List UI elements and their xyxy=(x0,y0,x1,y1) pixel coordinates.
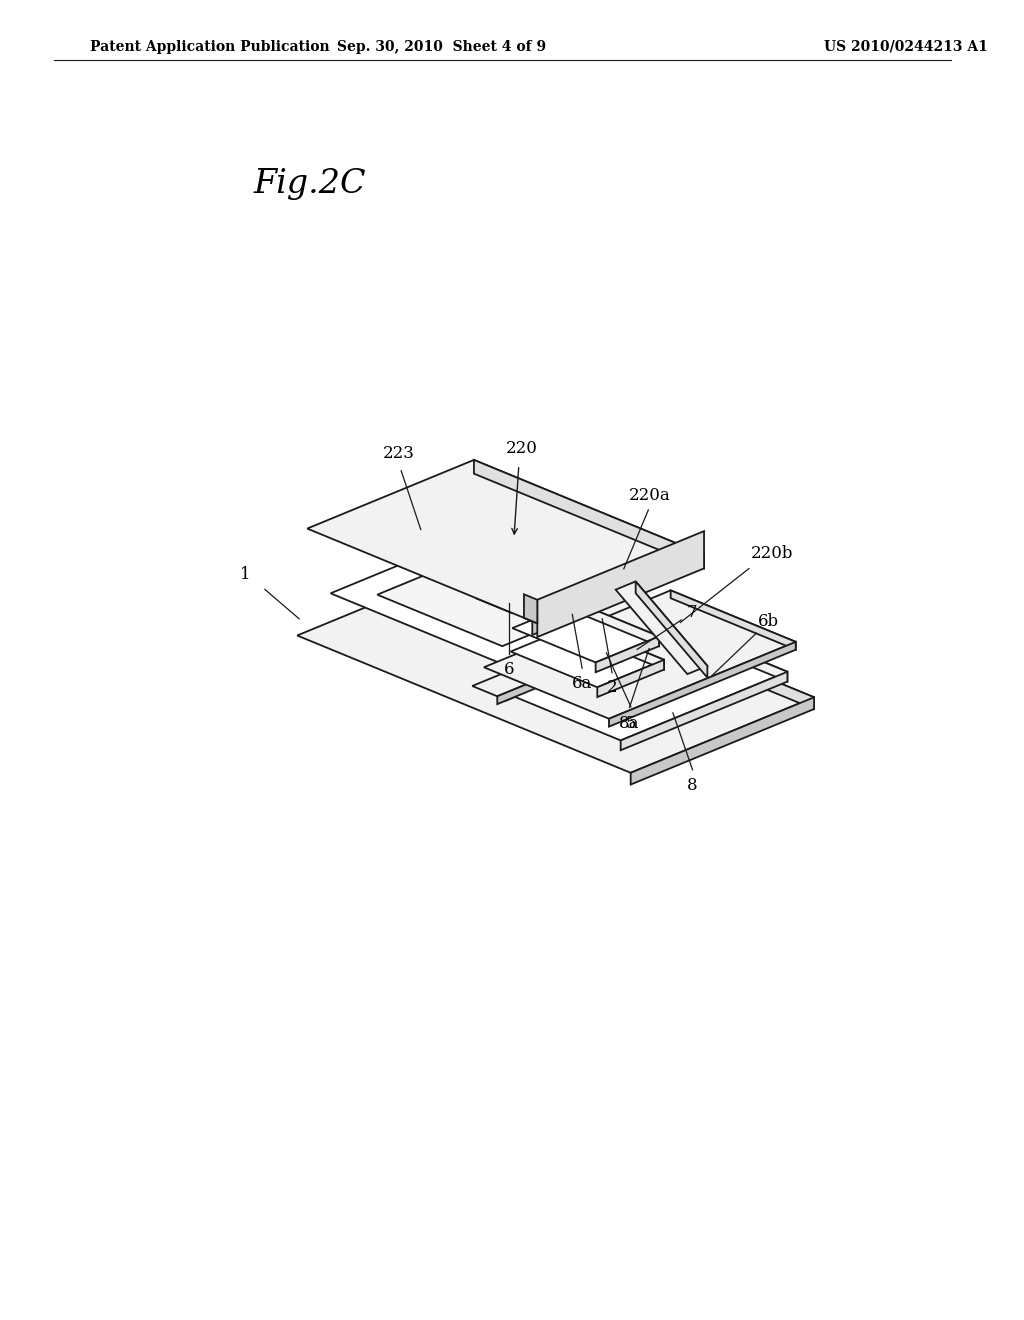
Text: 6a: 6a xyxy=(572,675,592,692)
Polygon shape xyxy=(524,549,705,623)
Polygon shape xyxy=(307,459,699,622)
Polygon shape xyxy=(506,603,655,701)
Polygon shape xyxy=(691,549,705,569)
Text: 7: 7 xyxy=(686,603,696,620)
Polygon shape xyxy=(512,602,659,663)
Polygon shape xyxy=(621,672,787,750)
Polygon shape xyxy=(484,590,796,719)
Polygon shape xyxy=(615,581,708,675)
Polygon shape xyxy=(634,631,674,647)
Polygon shape xyxy=(297,560,814,772)
Text: 8a: 8a xyxy=(620,714,640,731)
Text: 220a: 220a xyxy=(629,487,670,504)
Polygon shape xyxy=(575,602,659,647)
Text: Fig.2C: Fig.2C xyxy=(253,168,366,201)
Polygon shape xyxy=(480,560,814,709)
Polygon shape xyxy=(509,585,546,603)
Polygon shape xyxy=(609,642,796,726)
Text: 223: 223 xyxy=(383,445,415,462)
Text: 220: 220 xyxy=(506,440,538,457)
Polygon shape xyxy=(472,618,664,696)
Polygon shape xyxy=(631,697,814,784)
Text: 6b: 6b xyxy=(759,612,779,630)
Polygon shape xyxy=(474,459,699,566)
Text: 1: 1 xyxy=(240,566,250,583)
Polygon shape xyxy=(636,581,708,677)
Polygon shape xyxy=(639,618,664,635)
Polygon shape xyxy=(671,590,796,649)
Text: 220b: 220b xyxy=(751,545,794,562)
Text: Patent Application Publication: Patent Application Publication xyxy=(90,40,330,54)
Polygon shape xyxy=(475,585,546,614)
Polygon shape xyxy=(501,593,520,601)
Text: 8: 8 xyxy=(687,777,697,793)
Polygon shape xyxy=(596,636,659,672)
Polygon shape xyxy=(511,624,664,688)
Text: 6: 6 xyxy=(504,661,514,678)
Text: 2: 2 xyxy=(607,678,617,696)
Text: 5: 5 xyxy=(626,715,636,733)
Polygon shape xyxy=(538,531,705,638)
Polygon shape xyxy=(668,622,787,681)
Polygon shape xyxy=(480,532,655,639)
Polygon shape xyxy=(331,532,655,665)
Polygon shape xyxy=(501,622,787,741)
Polygon shape xyxy=(597,660,664,697)
Polygon shape xyxy=(524,594,538,623)
Polygon shape xyxy=(532,553,699,635)
Text: Sep. 30, 2010  Sheet 4 of 9: Sep. 30, 2010 Sheet 4 of 9 xyxy=(337,40,546,54)
Polygon shape xyxy=(578,624,664,669)
Text: US 2010/0244213 A1: US 2010/0244213 A1 xyxy=(824,40,988,54)
Polygon shape xyxy=(498,627,664,704)
Polygon shape xyxy=(377,550,610,647)
